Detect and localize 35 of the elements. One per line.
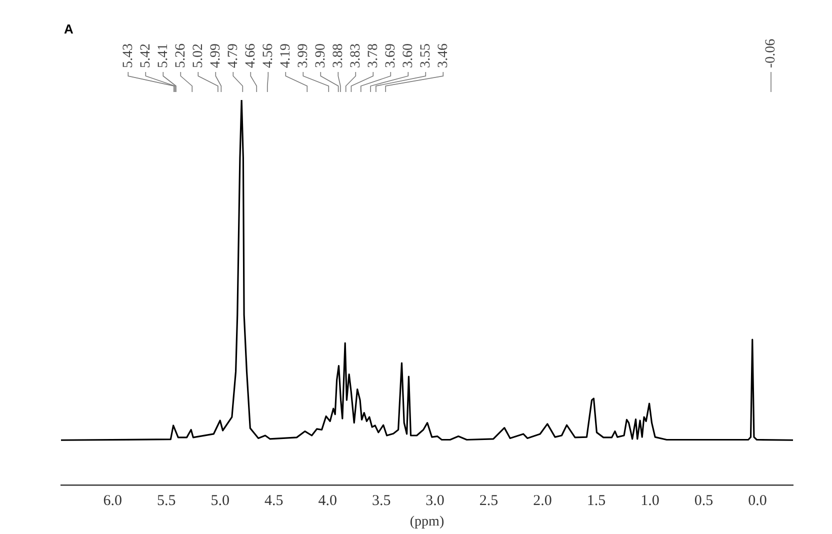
- x-tick-label: 4.0: [318, 493, 337, 510]
- x-tick-label: 0.5: [694, 493, 714, 510]
- chart-title: A: [64, 22, 74, 37]
- annotation: 4.79: [226, 44, 241, 68]
- text: -0.06: [764, 38, 779, 68]
- annotation: 5.43: [120, 44, 136, 68]
- x-tick-label: 2.5: [479, 493, 498, 510]
- x-tick-label: 4.5: [264, 493, 284, 510]
- x-tick-label: 2.0: [533, 493, 552, 510]
- x-tick-label: 6.0: [103, 493, 122, 510]
- annotation: 3.90: [313, 44, 328, 68]
- annotation: 5.42: [138, 44, 154, 68]
- x-tick-label: 0.0: [748, 493, 767, 510]
- annotation: 5.26: [173, 44, 188, 68]
- annotation: 3.69: [383, 44, 398, 68]
- x-tick-label: 5.5: [156, 493, 176, 510]
- x-tick-label: 5.0: [210, 493, 230, 510]
- annotation: 4.66: [243, 44, 258, 68]
- annotation: 5.02: [190, 44, 206, 68]
- annotation: 3.83: [348, 44, 364, 68]
- annotation: 5.41: [156, 44, 171, 68]
- annotation: 3.46: [436, 44, 451, 68]
- annotation: 3.60: [400, 44, 416, 68]
- annotation: 3.55: [418, 44, 434, 68]
- annotation: 3.88: [330, 44, 346, 68]
- annotation: 4.56: [260, 44, 276, 68]
- x-tick-label: 3.5: [372, 493, 391, 510]
- annotation: 4.19: [278, 44, 294, 68]
- annotation: 3.78: [366, 44, 381, 68]
- x-tick-label: 1.5: [586, 493, 606, 510]
- annotation: 4.99: [208, 44, 224, 68]
- x-tick-label: 3.0: [426, 493, 444, 510]
- x-tick-label: 1.0: [640, 493, 660, 510]
- x-axis-title: (ppm): [410, 514, 444, 530]
- annotation: 3.99: [296, 44, 311, 68]
